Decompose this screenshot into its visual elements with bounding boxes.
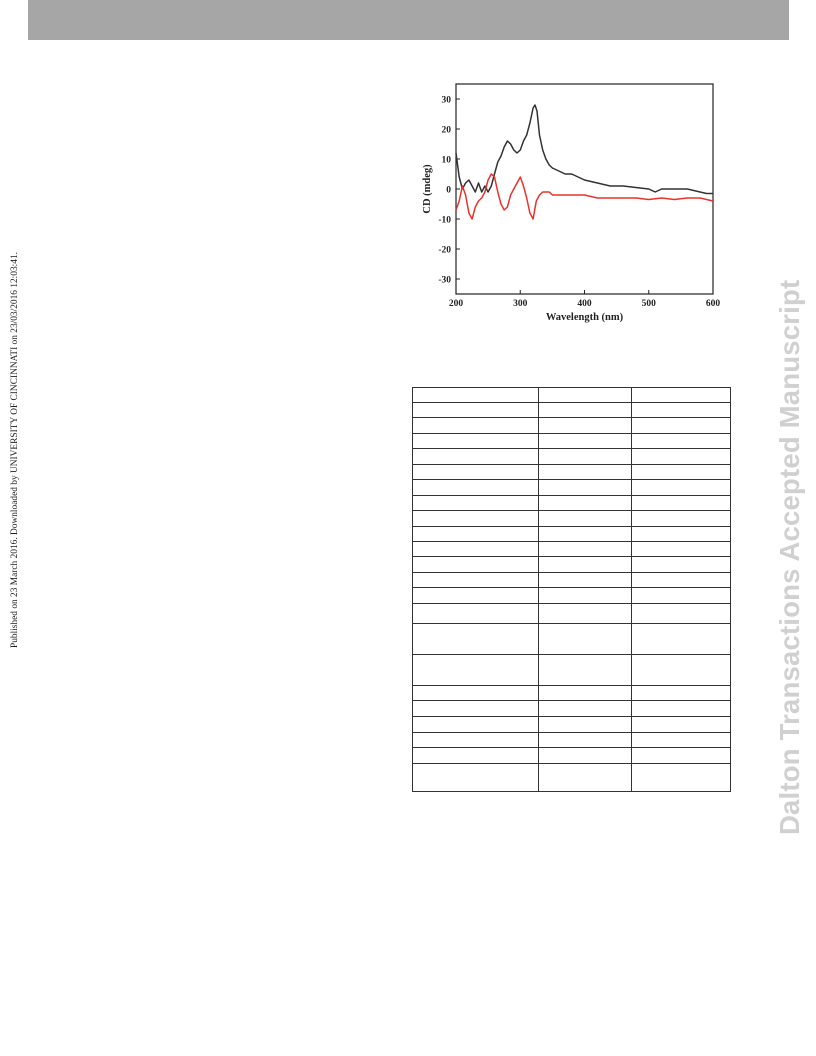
y-axis-label: CD (mdeg) [422,164,433,214]
table-row-divider [413,464,730,465]
table-row-divider [413,700,730,701]
table-row-divider [413,448,730,449]
data-table [412,387,731,792]
y-tick-label: 20 [442,125,452,135]
journal-watermark: Dalton Transactions Accepted Manuscript [774,279,805,835]
x-tick-label: 500 [642,299,657,309]
table-row-divider [413,572,730,573]
table-row-divider [413,603,730,604]
y-tick-label: -20 [438,245,451,255]
table-row-divider [413,495,730,496]
cd-spectrum-figure: 200 300 400 500 600 -30 -20 -10 0 10 20 30 Wavelengt… [418,77,726,327]
x-tick-label: 400 [577,299,592,309]
x-tick-label: 200 [449,299,464,309]
table-column-divider [538,388,539,791]
table-row-divider [413,433,730,434]
table-row-divider [413,479,730,480]
series-line-2 [455,173,714,220]
cd-spectrum-chart: 200 300 400 500 600 -30 -20 -10 0 10 20 30 Wavelengt… [422,83,721,323]
table-row-divider [413,685,730,686]
table-row-divider [413,541,730,542]
header-bar [28,0,789,40]
y-tick-label: -10 [438,215,451,225]
table-row-divider [413,732,730,733]
table-row-divider [413,587,730,588]
table-row-divider [413,654,730,655]
series-line-1 [455,104,713,195]
table-row-divider [413,747,730,748]
table-row-divider [413,526,730,527]
table-row-divider [413,763,730,764]
table-row-divider [413,510,730,511]
y-tick-label: 10 [442,155,452,165]
y-tick-label: -30 [438,275,451,285]
download-note: Published on 23 March 2016. Downloaded b… [10,252,20,648]
table-row-divider [413,417,730,418]
table-row-divider [413,623,730,624]
x-tick-label: 600 [706,299,721,309]
y-tick-label: 0 [446,185,451,195]
table-row-divider [413,402,730,403]
table-row-divider [413,716,730,717]
table-row-divider [413,556,730,557]
table-column-divider [631,388,632,791]
y-tick-label: 30 [442,95,452,105]
x-tick-label: 300 [513,299,528,309]
x-axis-label: Wavelength (nm) [546,312,624,323]
